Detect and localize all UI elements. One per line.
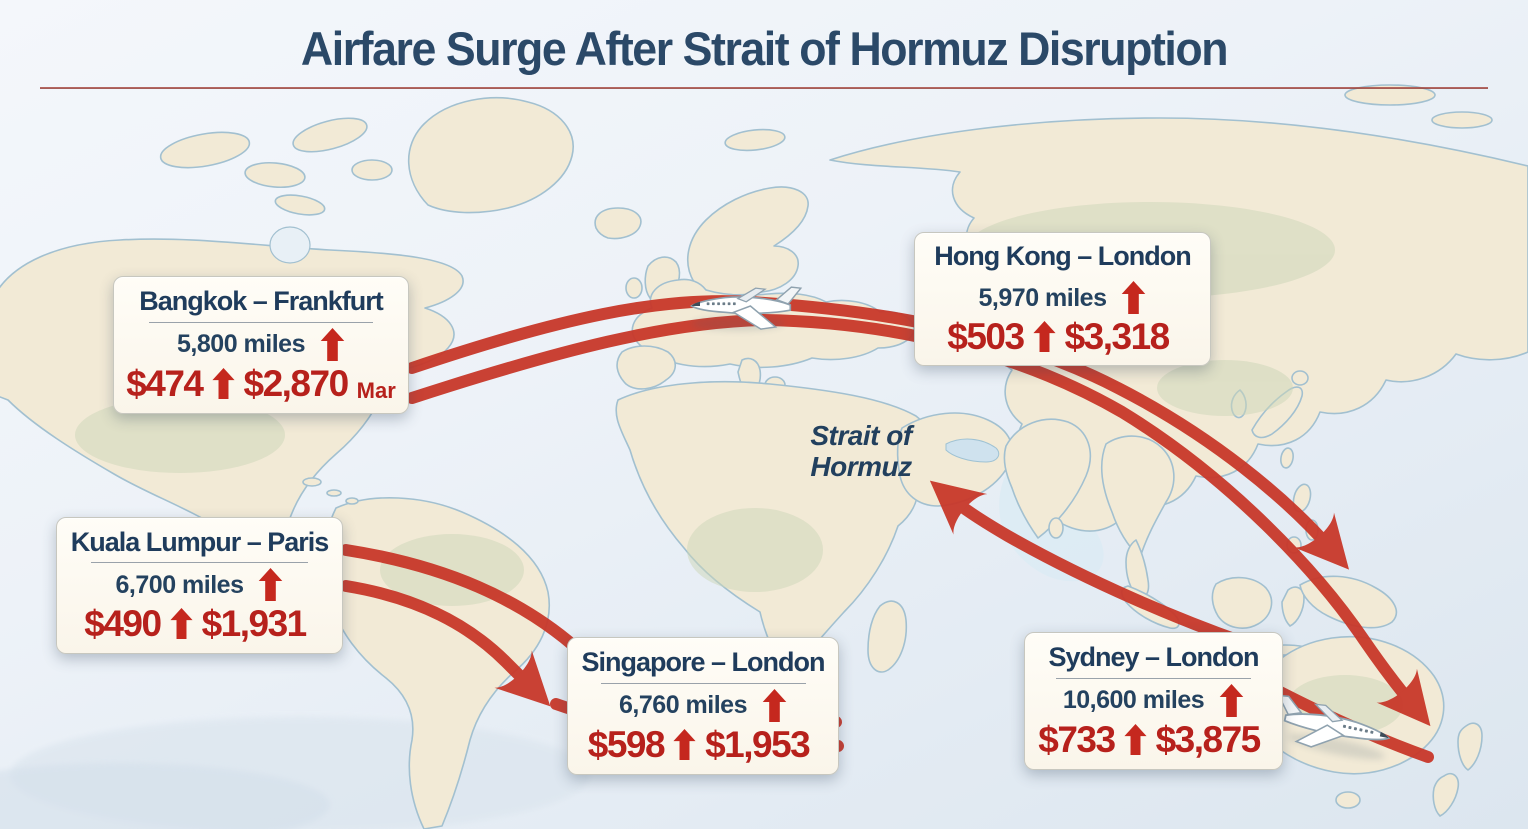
landmass-sulawesi bbox=[1281, 586, 1305, 627]
price-before: $733 bbox=[1038, 718, 1116, 760]
distance-row: 5,800 miles bbox=[177, 327, 345, 361]
landmass-iberia bbox=[616, 345, 677, 390]
landmass-iceland bbox=[594, 207, 642, 240]
surge-up-arrow-icon bbox=[1219, 683, 1244, 717]
arctic-island bbox=[274, 194, 326, 216]
landmass-new-zealand-north bbox=[1457, 722, 1483, 771]
price-increase-arrow-icon bbox=[1032, 321, 1056, 353]
arctic-island bbox=[159, 131, 251, 169]
route-distance: 6,760 miles bbox=[619, 691, 747, 720]
caribbean-island bbox=[345, 497, 359, 505]
surge-up-arrow-icon bbox=[1122, 281, 1146, 315]
route-distance: 10,600 miles bbox=[1062, 686, 1205, 715]
price-after: $3,318 bbox=[1064, 316, 1171, 358]
strait-of-hormuz-label: Strait of Hormuz bbox=[778, 420, 944, 483]
persian-gulf bbox=[945, 438, 1000, 463]
route-card-bangkok-frankfurt: Bangkok – Frankfurt 5,800 miles $474 $2,… bbox=[113, 276, 409, 414]
landmass-madagascar bbox=[867, 600, 908, 673]
price-row: $490 $1,931 bbox=[84, 605, 314, 642]
hudson-bay bbox=[269, 226, 311, 264]
price-increase-arrow-icon bbox=[211, 367, 235, 399]
card-divider bbox=[148, 321, 374, 323]
surge-up-arrow-icon bbox=[320, 327, 345, 361]
surge-up-arrow-icon bbox=[762, 688, 787, 722]
route-card-sydney-london: Sydney – London 10,600 miles $733 $3,875 bbox=[1024, 632, 1283, 770]
arctic-island bbox=[1344, 84, 1436, 106]
price-after: $1,931 bbox=[201, 603, 308, 645]
route-card-hong-kong-london: Hong Kong – London 5,970 miles $503 $3,3… bbox=[914, 232, 1211, 366]
page-title: Airfare Surge After Strait of Hormuz Dis… bbox=[300, 22, 1229, 75]
svalbard bbox=[724, 128, 786, 152]
route-distance: 5,800 miles bbox=[177, 330, 305, 359]
strait-label-line2: Hormuz bbox=[810, 451, 912, 483]
route-card-kuala-lumpur-paris: Kuala Lumpur – Paris 6,700 miles $490 $1… bbox=[56, 517, 343, 654]
arctic-island bbox=[351, 159, 393, 181]
route-line-to-strait-of-hormuz bbox=[929, 480, 1278, 658]
landmass-indochina bbox=[1100, 435, 1175, 559]
route-name: Bangkok – Frankfurt bbox=[139, 286, 384, 317]
landmass-borneo bbox=[1211, 576, 1273, 629]
price-row: $503 $3,318 bbox=[947, 318, 1177, 355]
ocean-wash bbox=[0, 763, 330, 829]
route-name: Sydney – London bbox=[1048, 642, 1259, 673]
price-after: $1,953 bbox=[705, 723, 811, 765]
price-increase-arrow-icon bbox=[1123, 723, 1147, 755]
price-increase-arrow-icon bbox=[169, 608, 193, 640]
arctic-island bbox=[244, 161, 306, 189]
route-distance: 6,700 miles bbox=[115, 570, 244, 599]
route-line-kuala-lumpur-lower bbox=[340, 580, 551, 707]
distance-row: 6,700 miles bbox=[115, 568, 284, 602]
landmass-new-zealand-south bbox=[1432, 772, 1460, 817]
price-row: $598 $1,953 bbox=[588, 726, 818, 763]
landmass-greenland bbox=[407, 96, 574, 214]
price-row: $474 $2,870 Mar bbox=[126, 365, 396, 402]
route-name: Singapore – London bbox=[581, 647, 826, 678]
arctic-island bbox=[292, 117, 368, 153]
price-after: $2,870 bbox=[243, 362, 350, 404]
route-name: Hong Kong – London bbox=[934, 240, 1191, 271]
route-distance: 5,970 miles bbox=[978, 283, 1107, 312]
landmass-sri-lanka bbox=[1048, 517, 1064, 539]
landmass-taiwan bbox=[1280, 447, 1294, 469]
card-divider bbox=[90, 562, 309, 564]
surge-up-arrow-icon bbox=[259, 568, 283, 602]
strait-label-line1: Strait of bbox=[810, 420, 912, 451]
price-before: $490 bbox=[84, 603, 162, 645]
landmass-india bbox=[1003, 418, 1092, 539]
caribbean-island bbox=[326, 489, 342, 497]
price-after: $3,875 bbox=[1155, 718, 1262, 760]
price-increase-arrow-icon bbox=[673, 728, 696, 760]
price-before: $598 bbox=[587, 723, 666, 765]
distance-row: 10,600 miles bbox=[1062, 683, 1244, 717]
landmass-scandinavia bbox=[686, 186, 809, 296]
route-name: Kuala Lumpur – Paris bbox=[70, 526, 330, 557]
landmass-hokkaido bbox=[1291, 370, 1309, 386]
caribbean-island bbox=[302, 477, 322, 487]
card-divider bbox=[1056, 677, 1251, 679]
title-divider bbox=[40, 87, 1488, 89]
price-before: $503 bbox=[947, 316, 1025, 358]
arctic-island bbox=[1431, 111, 1493, 129]
price-before: $474 bbox=[126, 362, 204, 404]
route-line-bangkok-frankfurt-lower bbox=[406, 313, 1431, 727]
price-row: $733 $3,875 bbox=[1038, 721, 1268, 758]
card-divider bbox=[600, 682, 806, 684]
header: Airfare Surge After Strait of Hormuz Dis… bbox=[0, 22, 1528, 75]
distance-row: 5,970 miles bbox=[978, 281, 1147, 315]
price-note: Mar bbox=[356, 377, 396, 403]
distance-row: 6,760 miles bbox=[619, 688, 787, 722]
landmass-tasmania bbox=[1335, 791, 1361, 809]
landmass-ireland bbox=[625, 277, 643, 299]
route-card-singapore-london: Singapore – London 6,760 miles $598 $1,9… bbox=[567, 637, 839, 775]
